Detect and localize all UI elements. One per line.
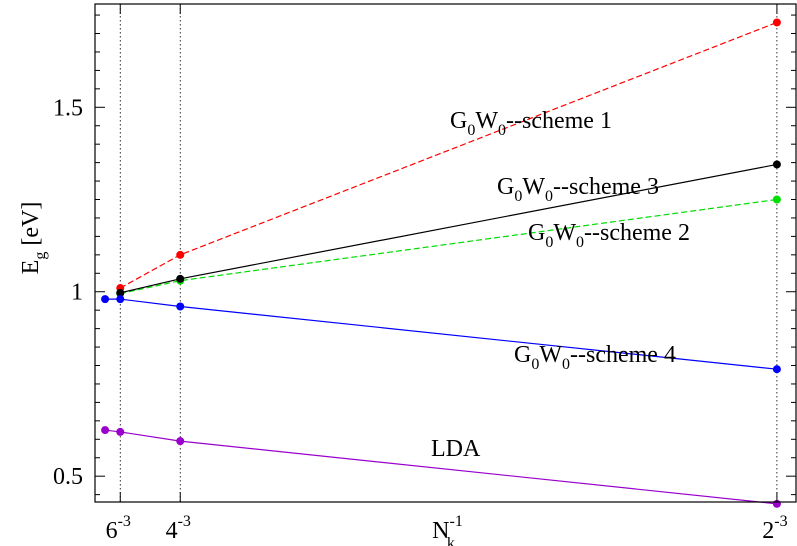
series-label: G0W0--scheme 4 [514, 342, 676, 373]
data-point [116, 295, 125, 304]
series-1 [116, 18, 781, 293]
axes: 0.5 1 1.5 6-3 4-3 2-3 N-1 k Eg [eV] [18, 4, 796, 546]
series-line [120, 198, 777, 295]
data-point [101, 426, 110, 435]
x-tick-label: 2-3 [762, 513, 787, 544]
data-point [176, 250, 185, 259]
data-point [772, 195, 781, 204]
data-point [116, 427, 125, 436]
x-tick-label: 4-3 [166, 513, 191, 544]
data-point [772, 18, 781, 27]
series-2 [116, 195, 781, 298]
plot-frame [94, 3, 797, 503]
y-tick-label: 0.5 [53, 464, 83, 490]
series-line [105, 429, 777, 505]
series-label: G0W0--scheme 2 [528, 220, 690, 251]
data-point [101, 295, 110, 304]
data-point [176, 302, 185, 311]
x-tick-label: 6-3 [106, 513, 131, 544]
series-4 [101, 295, 781, 374]
y-tick-label: 1.5 [53, 95, 83, 121]
series-label: G0W0--scheme 3 [497, 174, 659, 205]
series-line [119, 21, 778, 289]
series-5 [101, 426, 781, 508]
data-point [116, 288, 125, 297]
series-labels: G0W0--scheme 1 G0W0--scheme 2 G0W0--scheme… [431, 108, 690, 462]
data-point [772, 365, 781, 374]
data-point [176, 437, 185, 446]
y-tick-label: 1 [71, 280, 83, 306]
series-label: LDA [431, 436, 481, 462]
data-point [176, 274, 185, 283]
series-layer [101, 18, 781, 508]
y-axis-label: Eg [eV] [18, 202, 49, 275]
x-axis-label: N-1 k [432, 513, 463, 546]
series-3 [116, 160, 781, 297]
series-line [105, 298, 777, 370]
series-label: G0W0--scheme 1 [450, 108, 612, 139]
data-point [772, 160, 781, 169]
grid [119, 4, 778, 502]
